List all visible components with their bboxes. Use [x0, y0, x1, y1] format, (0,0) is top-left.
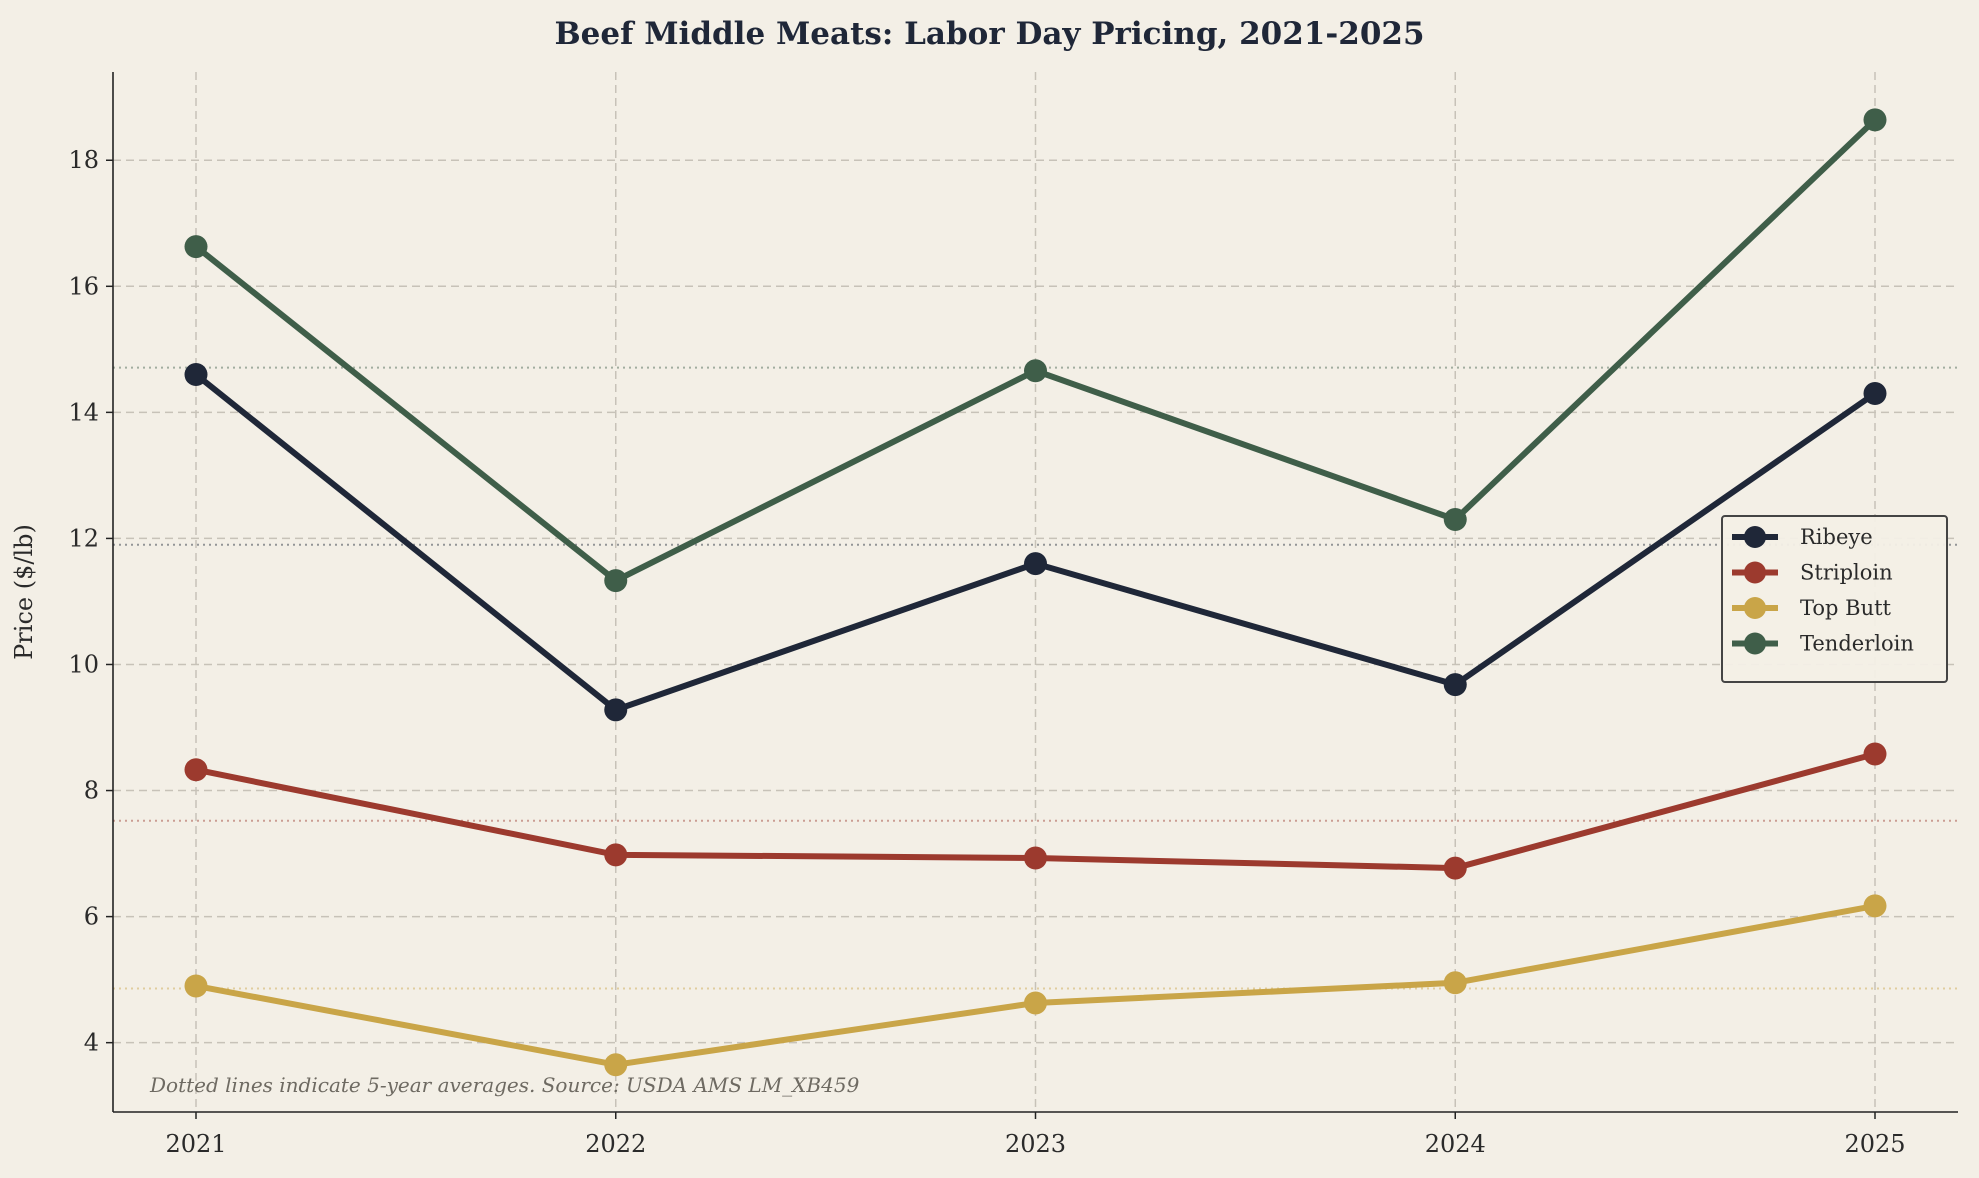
data-point[interactable] [1024, 846, 1047, 870]
legend-label: Ribeye [1800, 525, 1873, 549]
legend[interactable]: Ribeye Striploin Top Butt Tenderloin [1721, 515, 1948, 683]
data-point[interactable] [604, 843, 628, 867]
y-tick-label: 18 [68, 146, 99, 174]
data-point[interactable] [1863, 381, 1887, 405]
data-point[interactable] [1443, 508, 1467, 532]
y-tick-label: 12 [68, 524, 99, 552]
legend-label: Tenderloin [1800, 632, 1914, 656]
data-point[interactable] [1443, 856, 1467, 880]
data-point[interactable] [1863, 894, 1887, 918]
legend-item[interactable]: Ribeye [1732, 525, 1873, 549]
legend-item[interactable]: Tenderloin [1732, 632, 1914, 656]
data-point[interactable] [1443, 673, 1467, 697]
data-point[interactable] [184, 363, 208, 387]
x-tick-label: 2024 [1425, 1130, 1486, 1158]
legend-swatch-marker [1744, 526, 1766, 548]
series-top-butt [184, 894, 1887, 1077]
y-tick-label: 14 [68, 398, 99, 426]
legend-label: Striploin [1800, 561, 1893, 585]
y-tick-label: 6 [84, 903, 99, 931]
chart-title: Beef Middle Meats: Labor Day Pricing, 20… [554, 16, 1424, 52]
average-lines [113, 366, 1958, 990]
legend-frame [1721, 515, 1948, 683]
series-layer [184, 108, 1887, 1077]
axes: 4 6 8 10 12 14 16 18 2021 2022 2023 2024 2025 [68, 72, 1958, 1158]
legend-swatch-marker [1744, 561, 1766, 584]
data-point[interactable] [1863, 108, 1887, 132]
y-tick-label: 10 [68, 650, 99, 678]
y-tick-label: 8 [84, 777, 99, 805]
data-point[interactable] [1863, 742, 1887, 766]
x-tick-label: 2023 [1005, 1130, 1066, 1158]
data-point[interactable] [604, 698, 628, 722]
x-tick-label: 2022 [585, 1130, 646, 1158]
legend-swatch-marker [1744, 632, 1766, 655]
y-tick-label: 4 [84, 1029, 99, 1057]
y-axis-label: Price ($/lb) [10, 524, 38, 660]
data-point[interactable] [1024, 991, 1047, 1015]
legend-swatch-marker [1744, 597, 1766, 619]
x-tick-label: 2025 [1844, 1130, 1905, 1158]
data-point[interactable] [604, 1053, 628, 1077]
series-tenderloin [184, 108, 1887, 593]
annotation-note: Dotted lines indicate 5-year averages. S… [149, 1073, 860, 1097]
data-point[interactable] [184, 758, 208, 782]
data-point[interactable] [184, 974, 208, 998]
data-point[interactable] [604, 569, 628, 593]
legend-item[interactable]: Top Butt [1732, 596, 1892, 620]
y-tick-label: 16 [68, 272, 99, 300]
series-striploin [184, 742, 1887, 880]
data-point[interactable] [1443, 971, 1467, 995]
data-point[interactable] [1024, 552, 1047, 576]
legend-item[interactable]: Striploin [1732, 561, 1893, 585]
data-point[interactable] [1024, 359, 1047, 383]
x-tick-label: 2021 [165, 1130, 226, 1158]
data-point[interactable] [184, 235, 208, 259]
series-ribeye [184, 363, 1887, 722]
legend-label: Top Butt [1800, 596, 1892, 620]
